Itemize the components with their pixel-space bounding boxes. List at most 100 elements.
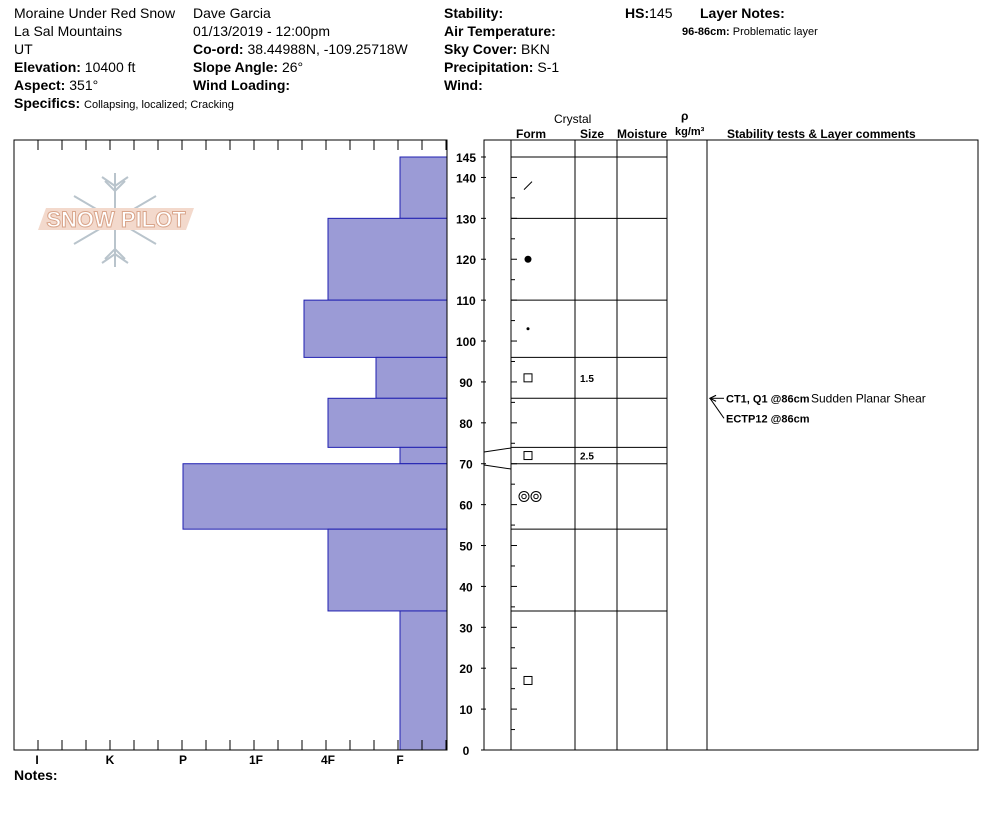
height-tick-label: 130 — [456, 212, 476, 226]
moisture-header: Moisture — [617, 127, 668, 141]
crystal-size-label: 1.5 — [580, 374, 594, 385]
precip-label: Precipitation: — [444, 59, 534, 75]
melt-freeze-icon — [521, 493, 527, 500]
hardness-tick-label: I — [35, 753, 38, 767]
snowpilot-logo: SNOW PILOT — [38, 173, 194, 267]
rounded-grain-icon — [524, 255, 532, 263]
height-tick-label: 140 — [456, 171, 476, 185]
hardness-bar — [375, 356, 448, 399]
height-tick-label: 100 — [456, 335, 476, 349]
stability-test-comment: Sudden Planar Shear — [811, 391, 926, 405]
observer: Dave Garcia — [193, 5, 271, 21]
hardness-tick-label: 4F — [321, 753, 335, 767]
crystal-size-label: 2.5 — [580, 452, 594, 463]
wind-label: Wind: — [444, 77, 483, 93]
form-header: Form — [516, 127, 546, 141]
mountain-range: La Sal Mountains — [14, 23, 123, 39]
height-tick-label: 40 — [459, 580, 473, 594]
specifics-value: Collapsing, localized; Cracking — [84, 99, 234, 111]
melt-freeze-icon — [530, 490, 542, 502]
melt-freeze-icon — [533, 493, 539, 500]
height-tick-label: 0 — [463, 744, 470, 758]
height-tick-label: 120 — [456, 253, 476, 267]
height-tick-label: 70 — [459, 458, 473, 472]
layer-table-grid — [510, 140, 708, 750]
stability-label: Stability: — [444, 5, 504, 21]
snow-height: HS:145 — [625, 5, 672, 21]
stability-header: Stability tests & Layer comments — [727, 127, 916, 141]
stability-test-label: CT1, Q1 @86cm — [726, 393, 810, 405]
height-tick-label: 10 — [459, 703, 473, 717]
height-tick-label: 110 — [456, 294, 476, 308]
hardness-tick-label: F — [396, 753, 403, 767]
hardness-bar — [182, 463, 448, 530]
hardness-tick-label: K — [106, 753, 115, 767]
snowpilot-logo-text: SNOW PILOT — [46, 207, 186, 232]
wind-loading-label: Wind Loading: — [193, 77, 291, 93]
layer-note: 96-86cm: Problematic layer — [682, 24, 818, 40]
height-tick-label: 90 — [459, 376, 473, 390]
hardness-tick-label: P — [179, 753, 187, 767]
layer-connectors — [483, 447, 512, 470]
slope-angle: Slope Angle: 26° — [193, 59, 303, 75]
elevation-value: 10400 ft — [84, 59, 136, 75]
layer-table-frame — [483, 139, 979, 751]
layer-notes-label: Layer Notes: — [700, 5, 785, 21]
layer-boundaries — [511, 156, 667, 612]
crystal-forms: 1.5 2.5 — [518, 181, 594, 685]
small-rounded-icon — [526, 327, 530, 331]
slope-label: Slope Angle: — [193, 59, 279, 75]
sky-label: Sky Cover: — [444, 41, 518, 57]
faceted-crystal-icon — [523, 451, 533, 461]
test-pointer-line — [709, 398, 725, 419]
aspect-label: Aspect: — [14, 77, 66, 93]
height-tick-label: 20 — [459, 662, 473, 676]
notes-label: Notes: — [14, 767, 58, 783]
hs-label: HS: — [625, 5, 650, 21]
sky-cover: Sky Cover: BKN — [444, 41, 550, 57]
hardness-bar — [303, 299, 448, 358]
elevation: Elevation: 10400 ft — [14, 59, 135, 75]
hardness-bar — [399, 446, 448, 465]
elevation-label: Elevation: — [14, 59, 81, 75]
faceted-crystal-icon — [523, 675, 533, 685]
sky-value: BKN — [521, 41, 550, 57]
stability-test-label: ECTP12 @86cm — [726, 413, 810, 425]
precip-value: S-1 — [537, 59, 560, 75]
hardness-axis: I K P 1F 4F F — [13, 140, 447, 767]
coord-value: 38.44988N, -109.25718W — [247, 41, 408, 57]
coordinates: Co-ord: 38.44988N, -109.25718W — [193, 41, 408, 57]
date-time: 01/13/2019 - 12:00pm — [193, 23, 330, 39]
size-header: Size — [580, 127, 605, 141]
hardness-bar — [327, 397, 448, 448]
state: UT — [14, 41, 33, 57]
precipitation-particle-icon — [523, 181, 533, 190]
slope-value: 26° — [281, 59, 304, 75]
density-unit: kg/m³ — [675, 126, 705, 138]
layer-note-range: 96-86cm: — [682, 26, 730, 38]
faceted-crystal-icon — [523, 373, 533, 383]
specifics-label: Specifics: — [14, 95, 81, 111]
crystal-header: Crystal — [554, 112, 592, 126]
height-tick-label: 145 — [456, 151, 476, 165]
coord-label: Co-ord: — [193, 41, 244, 57]
precipitation: Precipitation: S-1 — [444, 59, 559, 75]
hardness-bar — [327, 528, 448, 612]
height-tick-label: 50 — [459, 540, 473, 554]
height-tick-label: 60 — [459, 499, 473, 513]
aspect: Aspect: 351° — [14, 77, 98, 93]
hardness-bars — [182, 156, 448, 751]
height-tick-label: 30 — [459, 621, 473, 635]
aspect-value: 351° — [69, 77, 99, 93]
hardness-bar — [327, 217, 448, 301]
air-temp-label: Air Temperature: — [444, 23, 556, 39]
hardness-bar — [399, 156, 448, 219]
melt-freeze-icon — [518, 490, 530, 502]
hardness-tick-label: 1F — [249, 753, 263, 767]
specifics: Specifics: Collapsing, localized; Cracki… — [14, 95, 234, 113]
layer-note-text: Problematic layer — [732, 26, 818, 38]
hardness-bar — [399, 610, 448, 751]
